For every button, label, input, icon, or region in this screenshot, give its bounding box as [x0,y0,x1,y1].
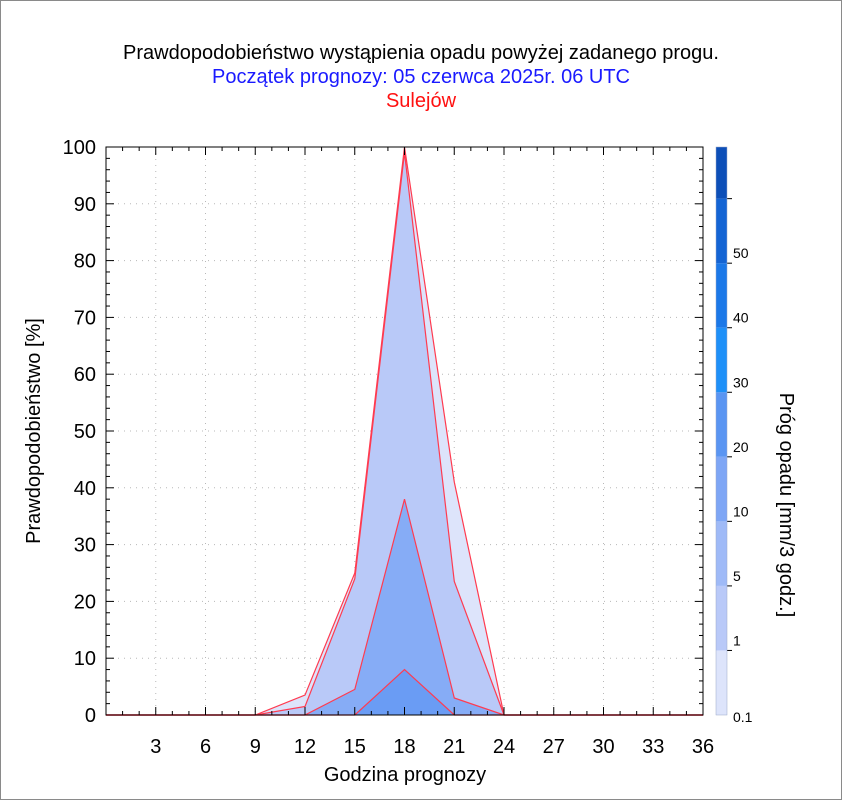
y-tick-label: 30 [74,535,96,557]
y-tick-label: 60 [74,364,96,386]
x-tick-label: 33 [642,736,664,758]
y-axis-label: Prawdopodobieństwo [%] [23,318,45,544]
colorbar-segment [716,198,727,264]
x-tick-label: 27 [543,736,565,758]
colorbar-tick-label: 5 [733,568,741,584]
area-threshold-5 [106,499,703,715]
x-tick-label: 24 [493,736,515,758]
y-tick-label: 70 [74,307,96,329]
y-tick-label: 0 [85,705,96,727]
area-series [106,147,703,715]
colorbar-labels: 0.1 1 5 10 20 30 40 50 [733,245,753,725]
x-axis-label: Godzina prognozy [324,764,486,786]
colorbar-tick-label: 20 [733,439,749,455]
x-tick-label: 12 [294,736,316,758]
area-threshold-10 [106,669,703,715]
colorbar-segment [716,263,727,328]
x-tick-label: 18 [393,736,415,758]
colorbar-tick-label: 10 [733,503,749,519]
colorbar-segment [716,585,727,651]
colorbar-segment [716,327,727,393]
colorbar-segment [716,392,727,457]
colorbar-tick-label: 40 [733,310,749,326]
x-tick-label: 21 [443,736,465,758]
forecast-start: Początek prognozy: 05 czerwca 2025r. 06 … [212,66,630,88]
y-tick-label: 90 [74,194,96,216]
y-tick-label: 50 [74,421,96,443]
colorbar-tick-label: 50 [733,245,749,261]
colorbar-segment [716,456,727,522]
axes [105,146,704,716]
location-name: Sulejów [385,90,457,112]
colorbar-tick-label: 30 [733,374,749,390]
colorbar-segment [716,147,727,199]
y-tick-label: 10 [74,648,96,670]
y-tick-label: 100 [63,137,96,159]
y-tick-label: 80 [74,251,96,273]
area-threshold-1 [106,152,703,715]
colorbar-tick-label: 1 [733,632,741,648]
x-tick-label: 9 [250,736,261,758]
colorbar-segment [716,650,727,715]
colorbar-label: Próg opadu [mm/3 godz.] [775,393,797,618]
y-tick-label: 40 [74,478,96,500]
colorbar-segment [716,521,727,586]
y-tick-labels: 0 10 20 30 40 50 60 70 80 90 100 [63,137,96,727]
colorbar-border [715,146,728,716]
colorbar [715,146,732,716]
chart-title: Prawdopodobieństwo wystąpienia opadu pow… [123,42,719,64]
x-tick-label: 3 [150,736,161,758]
y-tick-label: 20 [74,591,96,613]
x-tick-label: 6 [200,736,211,758]
x-tick-label: 30 [592,736,614,758]
x-tick-label: 15 [344,736,366,758]
x-tick-label: 36 [692,736,714,758]
colorbar-tick-label: 0.1 [733,709,753,725]
x-tick-labels: 3 6 9 12 15 18 21 24 27 30 33 36 [150,736,714,758]
